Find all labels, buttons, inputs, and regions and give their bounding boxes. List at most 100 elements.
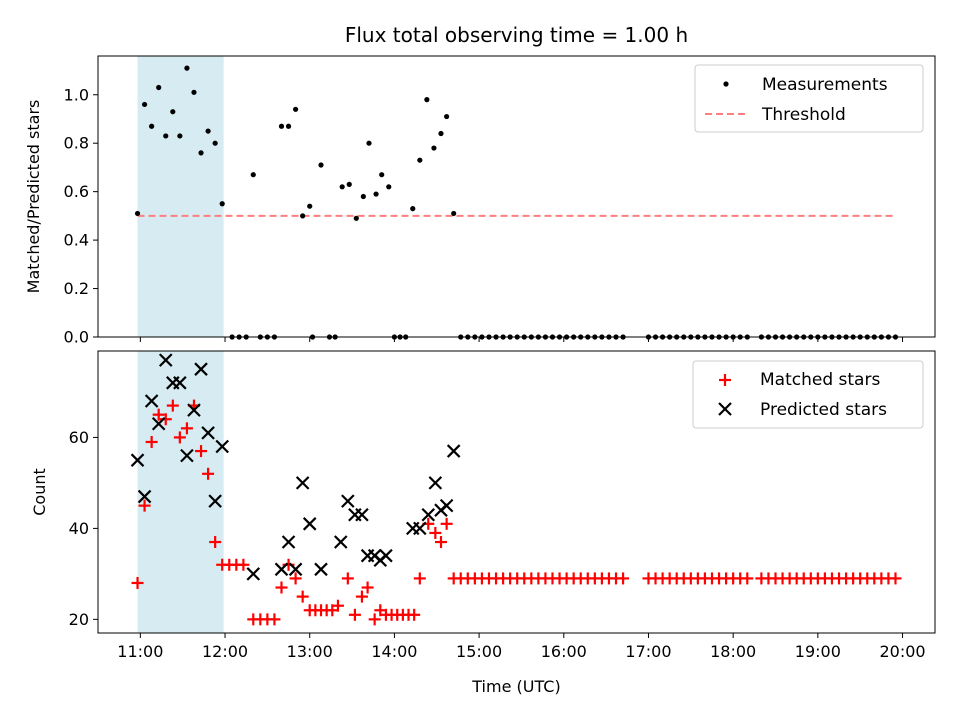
matched-star-point: [368, 613, 381, 626]
predicted-star-point: [158, 353, 173, 367]
top-y-tick-label: 0.8: [64, 134, 89, 153]
matched-star-point: [355, 590, 368, 603]
matched-star-point: [268, 613, 281, 626]
predicted-star-stroke-b: [413, 521, 427, 536]
measurement-point: [424, 97, 430, 103]
predicted-star-point: [281, 535, 296, 549]
predicted-star-stroke-b: [274, 562, 289, 577]
legend-measurements-label: Measurements: [762, 75, 888, 95]
predicted-star-point: [302, 517, 317, 531]
bottom-legend: Matched stars Predicted stars: [692, 360, 924, 429]
top-y-tick-label: 1.0: [64, 85, 89, 104]
measurement-point: [141, 101, 148, 108]
matched-star-point: [173, 431, 186, 444]
predicted-star-point: [173, 376, 187, 390]
measurement-point: [307, 203, 313, 209]
x-axis-label: Time (UTC): [471, 677, 560, 696]
predicted-star-point: [208, 494, 222, 508]
x-tick-label: 17:00: [625, 642, 671, 661]
measurement-point: [353, 215, 359, 221]
legend-predicted-label: Predicted stars: [760, 400, 887, 420]
x-tick-label: 20:00: [879, 642, 925, 661]
bottom-x-ticks: 11:00 12:00 13:00 14:00 15:00 16:00 17:00 18:00…: [117, 633, 926, 661]
legend-threshold-label: Threshold: [761, 105, 846, 125]
predicted-star-point: [246, 567, 261, 581]
bottom-y-tick-label: 60: [69, 428, 89, 447]
measurement-point: [184, 65, 190, 71]
measurement-point: [149, 123, 155, 129]
matched-star-point: [361, 581, 374, 594]
matched-star-point: [166, 399, 179, 412]
measurement-point: [205, 128, 211, 134]
measurement-point: [451, 210, 457, 217]
measurement-point: [250, 172, 256, 178]
x-tick-label: 16:00: [541, 642, 587, 661]
measurement-point: [300, 213, 306, 219]
top-panel: 0.0 0.2 0.4 0.6 0.8 1.0 Flux total observing …: [24, 23, 936, 347]
predicted-star-point: [355, 507, 369, 522]
measurement-point: [156, 84, 162, 91]
bottom-count-points: [130, 353, 902, 626]
predicted-star-stroke-b: [355, 507, 369, 522]
top-axes-frame: [97, 55, 936, 338]
predicted-star-stroke-b: [246, 567, 261, 581]
measurement-point: [293, 106, 299, 112]
top-y-tick-label: 0.2: [64, 279, 89, 298]
matched-star-point: [440, 517, 453, 530]
x-tick-label: 11:00: [117, 642, 163, 661]
measurement-point: [212, 140, 218, 146]
matched-star-point: [180, 422, 193, 435]
predicted-star-stroke-b: [208, 494, 222, 508]
matched-star-point: [195, 445, 208, 458]
predicted-star-stroke-b: [187, 403, 201, 417]
top-legend-box: [694, 64, 924, 133]
top-y-ticks: 0.0 0.2 0.4 0.6 0.8 1.0: [64, 85, 98, 347]
measurement-point: [278, 123, 285, 129]
matched-star-point: [429, 526, 442, 539]
matched-star-point: [331, 599, 344, 612]
predicted-star-stroke-b: [439, 498, 454, 513]
bottom-y-axis-label: Count: [30, 468, 49, 516]
measurement-point: [134, 210, 141, 217]
measurement-point: [366, 140, 372, 146]
predicted-star-stroke-b: [173, 376, 187, 390]
matched-star-point: [617, 572, 630, 585]
top-legend: Measurements Threshold: [694, 64, 924, 133]
matched-star-point: [237, 558, 250, 571]
predicted-star-point: [341, 494, 355, 508]
bottom-highlight-span: [137, 351, 224, 633]
x-tick-label: 13:00: [287, 642, 333, 661]
measurement-point: [438, 130, 444, 137]
legend-measurements-marker: [723, 81, 729, 87]
measurement-point: [444, 113, 450, 120]
predicted-star-point: [130, 453, 145, 467]
predicted-star-point: [201, 426, 215, 440]
predicted-star-point: [333, 535, 348, 549]
matched-star-point: [408, 608, 421, 621]
matched-star-point: [138, 499, 151, 512]
predicted-star-stroke-b: [314, 562, 328, 577]
matched-star-point: [296, 590, 309, 603]
matched-star-point: [289, 572, 302, 585]
predicted-star-point: [194, 362, 208, 376]
x-tick-label: 18:00: [710, 642, 756, 661]
measurement-point: [360, 193, 366, 200]
top-y-axis-label: Matched/Predicted stars: [24, 100, 43, 294]
matched-star-point: [131, 576, 144, 589]
measurement-point: [163, 133, 169, 139]
matched-star-point: [741, 572, 754, 585]
measurement-point: [177, 133, 183, 139]
matched-star-point: [413, 572, 426, 585]
predicted-star-point: [421, 507, 436, 522]
predicted-star-stroke-b: [144, 394, 159, 408]
measurement-point: [410, 206, 416, 212]
measurement-point: [431, 145, 437, 151]
predicted-star-point: [288, 562, 303, 577]
legend-matched-label: Matched stars: [760, 370, 880, 390]
bottom-axes-frame: [97, 350, 936, 634]
predicted-star-stroke-b: [341, 494, 355, 508]
predicted-star-stroke-b: [288, 562, 303, 577]
predicted-star-stroke-b: [428, 476, 443, 490]
predicted-star-point: [187, 403, 201, 417]
measurement-point: [170, 109, 176, 115]
